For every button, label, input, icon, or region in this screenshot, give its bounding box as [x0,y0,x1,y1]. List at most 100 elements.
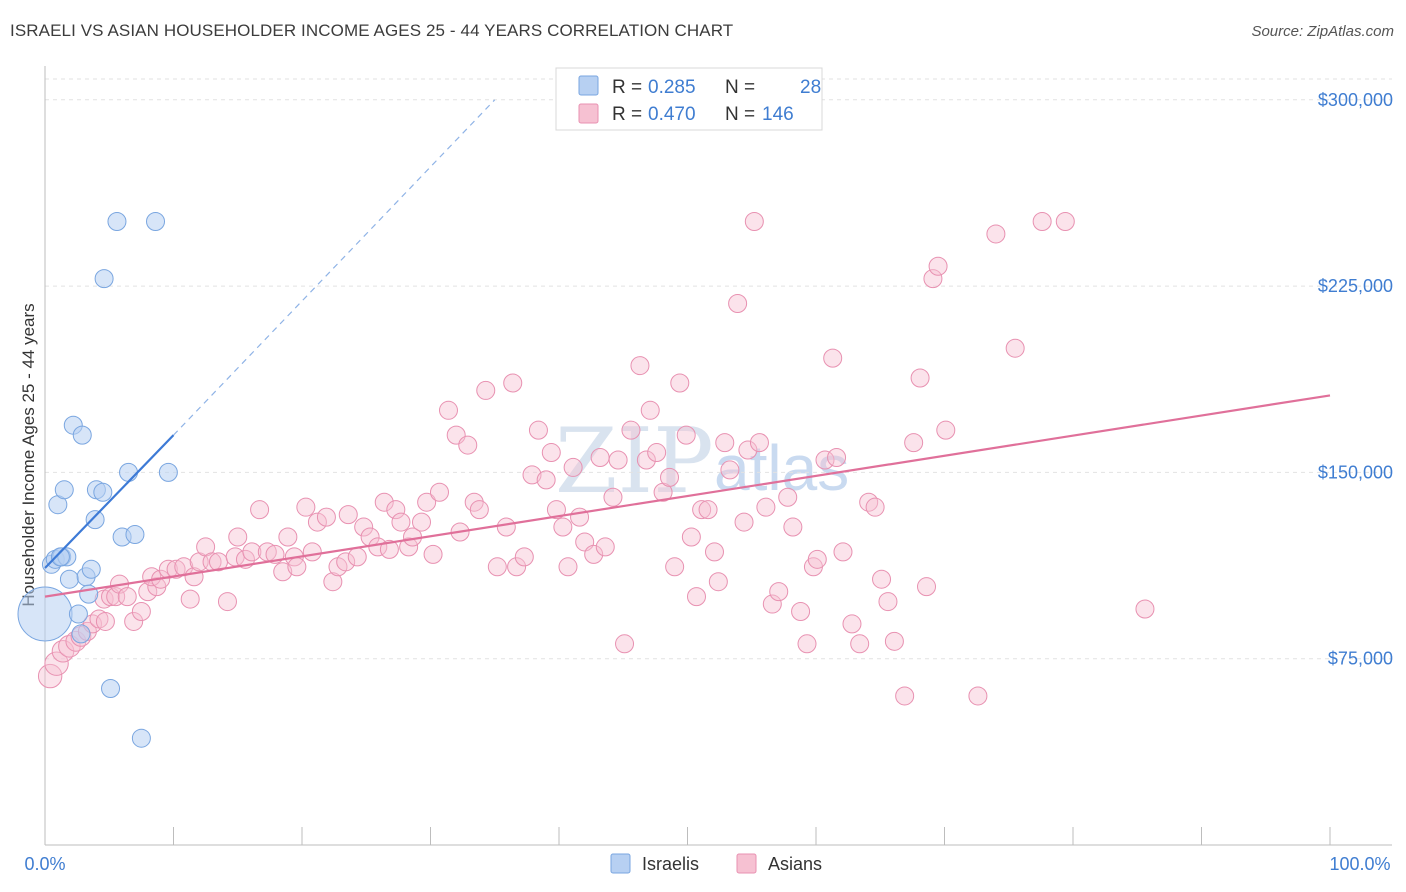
asians-point [807,549,827,569]
israelis-point [85,510,105,530]
asians-point [878,592,898,612]
asians-point [180,589,200,609]
asians-point [514,547,534,567]
israelis-point [54,480,74,500]
legend: R = 0.285 N = 28 R = 0.470 N = 146 [555,67,823,131]
asians-point [117,587,137,607]
asians-point [496,517,516,537]
asians-point [827,448,847,467]
bottom-legend-swatch-asians [736,853,757,874]
asians-point [986,224,1006,244]
asians-point [584,544,604,564]
legend-r-label-asians: R = [612,104,642,125]
x-tick-labels: 0.0% 100.0% [24,854,1390,874]
asians-point [458,435,478,455]
israelis-point [101,679,121,699]
y-tick-label: $75,000 [1328,649,1393,669]
asians-point [354,517,374,537]
asians-point [503,373,523,393]
israelis-point [94,269,114,289]
asians-point [336,552,356,572]
asians-point [1032,212,1052,232]
asians-point [895,686,915,706]
asians-point [676,425,696,445]
asians-point [791,602,811,622]
asians-point [815,450,835,470]
asians-point [720,460,740,480]
asians-point [296,497,316,517]
asians-point [386,500,406,520]
israelis-trend-extension [173,99,496,436]
israelis-point [81,559,101,579]
asians-point [316,507,336,527]
legend-swatch-israelis [578,75,599,96]
asians-point [250,500,270,520]
asians-point [438,400,458,420]
asians-point [708,572,728,592]
asians-point [379,539,399,559]
asians-point [278,527,298,547]
legend-swatch-asians [578,103,599,124]
asians-point [728,293,748,313]
asians-point [884,631,904,651]
israelis-point [146,212,166,232]
legend-n-value-asians: 146 [762,104,794,125]
asians-point [131,602,151,622]
israelis-point [119,462,139,482]
asians-point [692,500,712,520]
asians-point [734,512,754,532]
asians-point [681,527,701,547]
asians-point [928,256,948,276]
asians-point [615,634,635,654]
israelis-point [68,604,88,624]
asians-point [528,420,548,440]
asians-point [704,542,724,562]
israelis-point [125,525,145,545]
israelis-point [17,586,73,642]
legend-n-value-israelis: 28 [800,77,821,98]
asians-point [738,440,758,460]
asians-point [536,470,556,490]
bottom-legend-israelis: Israelis [642,854,699,874]
asians-point [640,400,660,420]
watermark-atlas: atlas [714,432,849,504]
asians-point [307,512,327,532]
bottom-legend-asians: Asians [768,854,822,874]
asians-point [904,433,924,453]
asians-point [507,557,527,577]
asians-point [546,500,566,520]
asians-point [917,577,937,597]
asians-point [603,487,623,507]
asians-point [823,348,843,368]
israelis-points [17,212,178,748]
x-tick-label: 0.0% [24,854,65,874]
axes [44,66,1392,846]
legend-r-value-asians: 0.470 [648,104,696,125]
asians-point [859,492,879,512]
asians-point [665,557,685,577]
asians-point [106,587,126,607]
asians-point [778,487,798,507]
asians-point [686,587,706,607]
asians-point [469,500,489,520]
asians-point [476,380,496,400]
asians-point [487,557,507,577]
asians-point [670,373,690,393]
asians-point [1055,212,1075,232]
gridlines [45,78,1392,660]
asians-point [124,611,144,631]
asians-point [590,448,610,467]
asians-point [95,611,115,631]
asians-point [715,433,735,453]
asians-point [273,562,293,582]
asians-point [138,582,158,602]
asians-point [423,544,443,564]
asians-point [541,443,561,463]
y-tick-label: $150,000 [1318,462,1393,482]
israelis-point [131,728,151,748]
asians-point [968,686,988,706]
asians-point [608,450,628,470]
asians-point [399,537,419,557]
asians-point [37,663,63,689]
